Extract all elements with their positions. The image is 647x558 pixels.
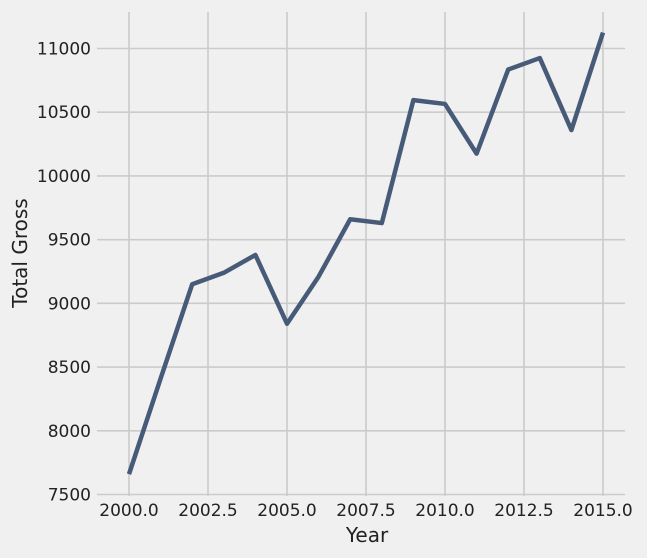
- vertical-gridlines: [128, 12, 604, 496]
- x-tick-label: 2002.5: [178, 501, 237, 521]
- y-axis-label: Total Gross: [8, 198, 32, 308]
- x-tick-label: 2010.0: [415, 501, 474, 521]
- y-tick-label: 8500: [48, 358, 91, 378]
- x-tick-label: 2005.0: [257, 501, 316, 521]
- x-tick-label: 2000.0: [99, 501, 158, 521]
- y-tick-labels: 7500 8000 8500 9000 9500 10000 10500 11000: [37, 40, 91, 506]
- y-tick-label: 8000: [48, 422, 91, 442]
- x-tick-label: 2007.5: [336, 501, 395, 521]
- x-axis-label: Year: [345, 523, 389, 547]
- x-tick-labels: 2000.0 2002.5 2005.0 2007.5 2010.0 2012.5 2015…: [99, 501, 632, 521]
- x-tick-label: 2012.5: [494, 501, 553, 521]
- y-tick-label: 7500: [48, 486, 91, 506]
- y-tick-label: 9500: [48, 231, 91, 251]
- y-tick-label: 10000: [37, 167, 91, 187]
- x-tick-label: 2015.0: [573, 501, 632, 521]
- series-line: [126, 31, 606, 475]
- y-tick-label: 9000: [48, 294, 91, 314]
- series-lines: [126, 31, 606, 475]
- y-tick-label: 11000: [37, 40, 91, 60]
- y-tick-label: 10500: [37, 103, 91, 123]
